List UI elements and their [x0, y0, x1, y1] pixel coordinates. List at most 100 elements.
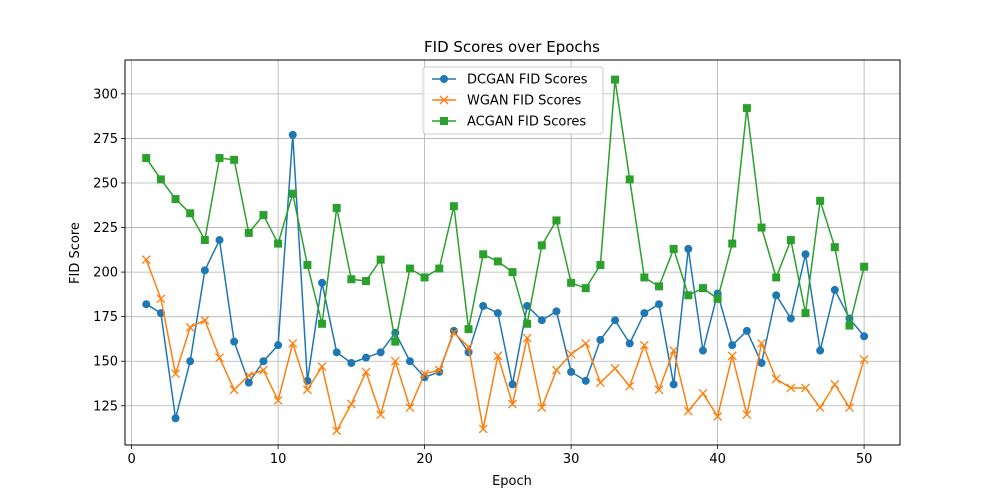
data-point [742, 104, 751, 113]
data-point [654, 385, 664, 395]
data-point [200, 266, 209, 275]
data-point [698, 388, 708, 398]
data-point [361, 353, 370, 362]
data-point [816, 196, 825, 205]
chart-title: FID Scores over Epochs [424, 38, 600, 56]
data-point [347, 359, 356, 368]
data-point [523, 301, 532, 310]
data-point [200, 315, 210, 325]
data-point [581, 338, 591, 348]
data-point [376, 348, 385, 357]
x-tick-label: 20 [416, 452, 433, 467]
legend-marker [440, 117, 448, 125]
data-point [684, 244, 693, 253]
data-point [596, 260, 605, 269]
data-point [244, 378, 253, 387]
data-point [449, 202, 458, 211]
legend-marker [439, 95, 449, 105]
data-point [508, 399, 517, 409]
data-point [801, 383, 810, 393]
data-point [786, 236, 795, 245]
legend-label: ACGAN FID Scores [467, 115, 586, 130]
data-point [567, 367, 576, 376]
data-point [567, 278, 576, 287]
data-point [508, 268, 517, 277]
data-point [332, 426, 342, 436]
data-point [757, 359, 766, 368]
data-point [186, 209, 195, 218]
x-tick-label: 40 [709, 452, 726, 467]
data-point [435, 264, 444, 273]
data-point [610, 363, 620, 373]
data-point [244, 371, 254, 380]
data-point [713, 412, 723, 421]
data-point [215, 353, 224, 363]
data-point [376, 255, 385, 264]
data-point [684, 291, 693, 300]
data-point [844, 403, 854, 413]
legend-box [422, 66, 604, 135]
data-point [611, 75, 620, 84]
data-point [493, 309, 502, 318]
data-point [523, 319, 532, 328]
data-point [156, 175, 165, 184]
data-point [288, 189, 297, 198]
data-point [815, 403, 825, 413]
data-point [772, 273, 781, 282]
plot-area-frame [124, 59, 901, 446]
data-point [200, 236, 209, 245]
y-tick-label: 225 [93, 221, 118, 236]
data-point [405, 357, 414, 366]
data-point [669, 244, 678, 253]
data-point [801, 309, 810, 318]
data-point [479, 250, 488, 259]
legend-label: WGAN FID Scores [467, 94, 582, 109]
series-acgan [142, 75, 869, 346]
data-point [669, 346, 679, 355]
data-point [771, 374, 781, 384]
y-tick-label: 175 [93, 310, 118, 325]
data-point [318, 278, 327, 287]
data-point [258, 365, 268, 375]
data-point [566, 349, 576, 359]
data-point [698, 284, 707, 293]
data-point [478, 424, 488, 434]
data-point [449, 326, 458, 335]
data-point [346, 399, 356, 409]
data-point [230, 155, 239, 164]
x-axis-title: Epoch [492, 474, 532, 489]
data-point [479, 301, 488, 310]
data-point [625, 381, 635, 391]
data-point [493, 257, 502, 266]
data-point [830, 243, 839, 252]
y-tick-label: 275 [93, 132, 118, 147]
data-point [215, 236, 224, 245]
data-point [845, 321, 854, 330]
data-point [860, 332, 869, 341]
x-tick-label: 30 [563, 452, 580, 467]
data-point [274, 341, 283, 350]
data-point [640, 273, 649, 282]
y-tick-label: 125 [93, 399, 118, 414]
data-point [757, 223, 766, 232]
data-point [830, 285, 839, 294]
data-point [493, 351, 503, 361]
data-point [405, 403, 415, 413]
series-line [145, 259, 865, 432]
data-point [347, 275, 356, 284]
y-tick-label: 250 [93, 176, 118, 191]
data-point [142, 154, 151, 163]
data-point [786, 383, 796, 393]
data-point [713, 294, 722, 303]
data-point [537, 241, 546, 250]
y-tick-label: 200 [93, 266, 118, 281]
data-point [655, 282, 664, 291]
data-point [698, 346, 707, 355]
data-point [728, 341, 737, 350]
data-point [581, 284, 590, 293]
data-point [537, 316, 546, 325]
data-point [185, 322, 195, 332]
data-point [361, 367, 371, 377]
data-point [302, 385, 312, 395]
